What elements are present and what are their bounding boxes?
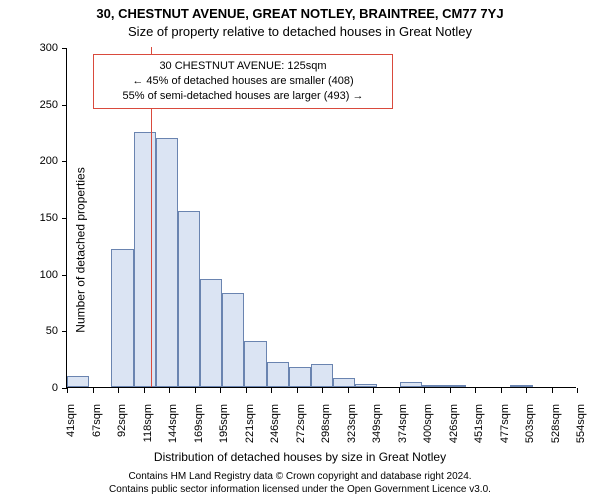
- annotation-line: ← 45% of detached houses are smaller (40…: [102, 74, 384, 89]
- histogram-bar: [156, 138, 178, 387]
- plot-area: 05010015020025030041sqm67sqm92sqm118sqm1…: [66, 48, 576, 388]
- x-tick-label: 92sqm: [116, 404, 128, 437]
- x-tick-mark: [475, 388, 476, 393]
- x-tick-mark: [322, 388, 323, 393]
- x-tick-label: 426sqm: [448, 404, 460, 443]
- histogram-bar: [244, 341, 266, 387]
- histogram-bar: [333, 378, 355, 387]
- annotation-box: 30 CHESTNUT AVENUE: 125sqm← 45% of detac…: [93, 54, 393, 109]
- x-tick-label: 554sqm: [575, 404, 587, 443]
- histogram-bar: [400, 382, 422, 387]
- y-tick-mark: [62, 331, 67, 332]
- x-tick-mark: [577, 388, 578, 393]
- y-tick-label: 200: [18, 155, 58, 167]
- x-tick-label: 41sqm: [65, 404, 77, 437]
- x-tick-label: 246sqm: [269, 404, 281, 443]
- figure: 30, CHESTNUT AVENUE, GREAT NOTLEY, BRAIN…: [0, 0, 600, 500]
- y-tick-mark: [62, 105, 67, 106]
- x-tick-mark: [93, 388, 94, 393]
- x-tick-label: 374sqm: [397, 404, 409, 443]
- x-tick-mark: [118, 388, 119, 393]
- x-tick-mark: [424, 388, 425, 393]
- y-tick-mark: [62, 218, 67, 219]
- x-tick-label: 323sqm: [346, 404, 358, 443]
- attribution-line1: Contains HM Land Registry data © Crown c…: [128, 471, 471, 482]
- histogram-bar: [355, 384, 377, 387]
- x-tick-label: 400sqm: [422, 404, 434, 443]
- x-tick-label: 67sqm: [91, 404, 103, 437]
- x-tick-mark: [246, 388, 247, 393]
- x-tick-mark: [297, 388, 298, 393]
- y-tick-mark: [62, 161, 67, 162]
- chart-title: 30, CHESTNUT AVENUE, GREAT NOTLEY, BRAIN…: [0, 6, 600, 21]
- x-tick-mark: [399, 388, 400, 393]
- y-tick-label: 250: [18, 99, 58, 111]
- histogram-bar: [222, 293, 244, 387]
- histogram-bar: [510, 385, 532, 387]
- x-tick-mark: [373, 388, 374, 393]
- annotation-line: 30 CHESTNUT AVENUE: 125sqm: [102, 59, 384, 74]
- y-tick-label: 150: [18, 212, 58, 224]
- y-tick-label: 50: [18, 325, 58, 337]
- y-tick-mark: [62, 48, 67, 49]
- x-axis-label: Distribution of detached houses by size …: [0, 450, 600, 464]
- histogram-bar: [311, 364, 333, 387]
- x-tick-mark: [526, 388, 527, 393]
- x-tick-label: 169sqm: [193, 404, 205, 443]
- x-tick-mark: [67, 388, 68, 393]
- annotation-line: 55% of semi-detached houses are larger (…: [102, 89, 384, 104]
- histogram-bar: [178, 211, 200, 387]
- x-tick-mark: [144, 388, 145, 393]
- histogram-bar: [422, 385, 444, 387]
- x-tick-mark: [195, 388, 196, 393]
- x-tick-label: 349sqm: [371, 404, 383, 443]
- histogram-bar: [267, 362, 289, 387]
- y-tick-label: 300: [18, 42, 58, 54]
- x-tick-label: 195sqm: [218, 404, 230, 443]
- x-tick-mark: [169, 388, 170, 393]
- x-tick-mark: [348, 388, 349, 393]
- x-tick-label: 298sqm: [320, 404, 332, 443]
- histogram-bar: [134, 132, 156, 387]
- y-tick-label: 0: [18, 382, 58, 394]
- histogram-bar: [200, 279, 222, 387]
- x-tick-mark: [552, 388, 553, 393]
- x-tick-mark: [271, 388, 272, 393]
- x-tick-label: 118sqm: [142, 404, 154, 442]
- histogram-bar: [67, 376, 89, 387]
- attribution-text: Contains HM Land Registry data © Crown c…: [0, 471, 600, 496]
- attribution-line2: Contains public sector information licen…: [109, 484, 491, 495]
- x-tick-mark: [450, 388, 451, 393]
- x-tick-mark: [501, 388, 502, 393]
- x-tick-label: 477sqm: [499, 404, 511, 443]
- y-tick-mark: [62, 275, 67, 276]
- histogram-bar: [289, 367, 311, 387]
- x-tick-mark: [220, 388, 221, 393]
- x-tick-label: 272sqm: [295, 404, 307, 443]
- x-tick-label: 528sqm: [550, 404, 562, 443]
- histogram-bar: [111, 249, 133, 387]
- y-tick-label: 100: [18, 269, 58, 281]
- x-tick-label: 451sqm: [473, 404, 485, 443]
- x-tick-label: 503sqm: [524, 404, 536, 443]
- x-tick-label: 144sqm: [167, 404, 179, 443]
- chart-subtitle: Size of property relative to detached ho…: [0, 24, 600, 39]
- histogram-bar: [444, 385, 466, 387]
- x-tick-label: 221sqm: [244, 404, 256, 443]
